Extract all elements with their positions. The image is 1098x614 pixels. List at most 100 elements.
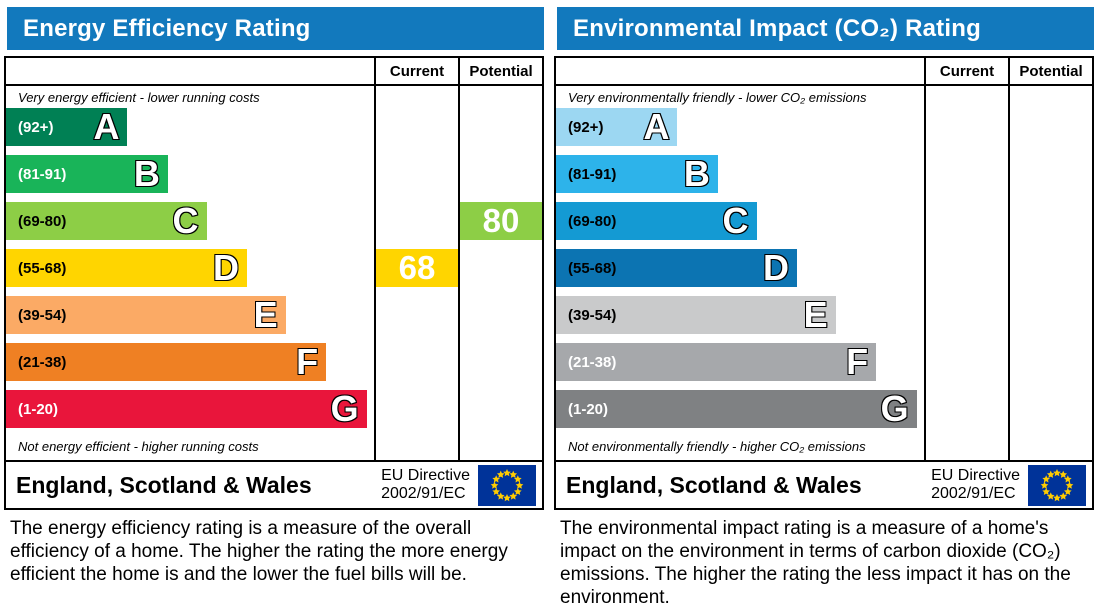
- environmental-band-a: (92+) A: [556, 106, 678, 147]
- energy-panel-title: Energy Efficiency Rating: [23, 14, 311, 42]
- environmental-panel-title: Environmental Impact (CO₂) Rating: [573, 14, 981, 42]
- environmental-potential-column-header: Potential: [1008, 58, 1092, 84]
- energy-chart-box: Current Potential Very energy efficient …: [4, 56, 544, 462]
- energy-region-label: England, Scotland & Wales: [16, 471, 312, 498]
- energy-bands-area: Very energy efficient - lower running co…: [6, 86, 374, 460]
- environmental-band-row-e: (39-54) E: [556, 296, 924, 334]
- energy-band-row-f: (21-38) F: [6, 343, 374, 381]
- energy-eu-directive-label: EU Directive 2002/91/EC: [381, 467, 470, 504]
- energy-band-c-letter: C: [172, 200, 200, 241]
- energy-current-rating-indicator: 68: [376, 249, 458, 287]
- environmental-chart-body: Very environmentally friendly - lower CO…: [556, 86, 1092, 460]
- energy-band-b-letter: B: [133, 153, 161, 194]
- environmental-top-caption: Very environmentally friendly - lower CO…: [568, 89, 867, 105]
- eu-flag-icon: [1028, 464, 1086, 506]
- environmental-band-e-range: (39-54): [568, 306, 617, 324]
- energy-band-row-c: (69-80) C: [6, 202, 374, 240]
- energy-header-spacer: [6, 58, 374, 84]
- environmental-description-text: The environmental impact rating is a mea…: [560, 518, 1071, 608]
- energy-band-f-letter: F: [295, 341, 319, 382]
- environmental-eu-directive-line1: EU Directive: [931, 466, 1020, 484]
- environmental-band-g-range: (1-20): [568, 400, 609, 418]
- environmental-current-column: [924, 86, 1008, 460]
- energy-band-row-e: (39-54) E: [6, 296, 374, 334]
- environmental-band-c-range: (69-80): [568, 212, 617, 230]
- environmental-band-row-b: (81-91) B: [556, 155, 924, 193]
- environmental-band-e-letter: E: [803, 294, 829, 335]
- energy-band-e: (39-54) E: [6, 296, 286, 334]
- energy-bottom-caption: Not energy efficient - higher running co…: [18, 439, 259, 454]
- energy-band-e-letter: E: [253, 294, 279, 335]
- energy-chart-body: Very energy efficient - lower running co…: [6, 86, 542, 460]
- environmental-band-a-letter: A: [642, 106, 670, 147]
- energy-band-b-range: (81-91): [18, 165, 67, 183]
- environmental-current-column-header: Current: [924, 58, 1008, 84]
- energy-band-a-range: (92+): [18, 118, 54, 136]
- energy-band-g-letter: G: [330, 388, 360, 429]
- environmental-region-label: England, Scotland & Wales: [566, 471, 862, 498]
- environmental-band-row-c: (69-80) C: [556, 202, 924, 240]
- energy-band-g: (1-20) G: [6, 390, 367, 428]
- energy-band-d-letter: D: [212, 247, 240, 288]
- environmental-band-b-range: (81-91): [568, 165, 617, 183]
- environmental-band-d-letter: D: [762, 247, 790, 288]
- energy-footer: England, Scotland & Wales EU Directive 2…: [4, 460, 544, 510]
- environmental-band-row-f: (21-38) F: [556, 343, 924, 381]
- environmental-eu-directive-line2: 2002/91/EC: [931, 485, 1016, 502]
- environmental-band-f-letter: F: [845, 341, 869, 382]
- environmental-potential-column: [1008, 86, 1092, 460]
- environmental-band-row-d: (55-68) D: [556, 249, 924, 287]
- environmental-band-d-range: (55-68): [568, 259, 617, 277]
- environmental-band-row-g: (1-20) G: [556, 390, 924, 428]
- energy-band-d: (55-68) D: [6, 247, 248, 288]
- energy-band-row-g: (1-20) G: [6, 390, 374, 428]
- energy-potential-rating-indicator: 80: [460, 202, 542, 240]
- energy-band-c: (69-80) C: [6, 202, 207, 240]
- environmental-band-b: (81-91) B: [556, 155, 718, 193]
- energy-current-column-header: Current: [374, 58, 458, 84]
- environmental-chart-box: Current Potential Very environmentally f…: [554, 56, 1094, 462]
- energy-efficiency-panel: Energy Efficiency Rating Current Potenti…: [4, 4, 544, 610]
- energy-band-a-letter: A: [92, 106, 120, 147]
- energy-band-row-d: (55-68) D: [6, 249, 374, 287]
- energy-top-caption: Very energy efficient - lower running co…: [18, 89, 260, 105]
- energy-current-column: 68: [374, 86, 458, 460]
- environmental-bottom-caption: Not environmentally friendly - higher CO…: [568, 439, 866, 454]
- environmental-bands-area: Very environmentally friendly - lower CO…: [556, 86, 924, 460]
- energy-band-row-a: (92+) A: [6, 108, 374, 146]
- environmental-band-a-range: (92+): [568, 118, 604, 136]
- environmental-band-c: (69-80) C: [556, 202, 757, 240]
- environmental-header-spacer: [556, 58, 924, 84]
- energy-eu-directive-line2: 2002/91/EC: [381, 485, 466, 502]
- energy-description-text: The energy efficiency rating is a measur…: [10, 518, 508, 585]
- eu-flag-icon: [478, 464, 536, 506]
- environmental-impact-panel: Environmental Impact (CO₂) Rating Curren…: [554, 4, 1094, 610]
- energy-band-f-range: (21-38): [18, 353, 67, 371]
- environmental-band-f: (21-38) F: [556, 341, 877, 382]
- energy-band-e-range: (39-54): [18, 306, 67, 324]
- energy-band-g-range: (1-20): [18, 400, 59, 418]
- energy-band-f: (21-38) F: [6, 341, 327, 382]
- environmental-band-b-letter: B: [683, 153, 711, 194]
- energy-band-a: (92+) A: [6, 106, 128, 147]
- environmental-band-row-a: (92+) A: [556, 108, 924, 146]
- energy-title-bar: Energy Efficiency Rating: [7, 7, 544, 50]
- energy-band-row-b: (81-91) B: [6, 155, 374, 193]
- environmental-band-d: (55-68) D: [556, 247, 798, 288]
- environmental-grid-header: Current Potential: [556, 58, 1092, 86]
- environmental-band-c-letter: C: [722, 200, 750, 241]
- energy-band-c-range: (69-80): [18, 212, 67, 230]
- environmental-band-e: (39-54) E: [556, 296, 836, 334]
- energy-potential-column: 80: [458, 86, 542, 460]
- energy-band-b: (81-91) B: [6, 155, 168, 193]
- environmental-title-bar: Environmental Impact (CO₂) Rating: [557, 7, 1094, 50]
- environmental-band-f-range: (21-38): [568, 353, 617, 371]
- environmental-band-g-letter: G: [880, 388, 910, 429]
- energy-eu-directive-line1: EU Directive: [381, 466, 470, 484]
- energy-potential-column-header: Potential: [458, 58, 542, 84]
- energy-band-d-range: (55-68): [18, 259, 67, 277]
- environmental-eu-directive-label: EU Directive 2002/91/EC: [931, 467, 1020, 504]
- energy-grid-header: Current Potential: [6, 58, 542, 86]
- environmental-footer: England, Scotland & Wales EU Directive 2…: [554, 460, 1094, 510]
